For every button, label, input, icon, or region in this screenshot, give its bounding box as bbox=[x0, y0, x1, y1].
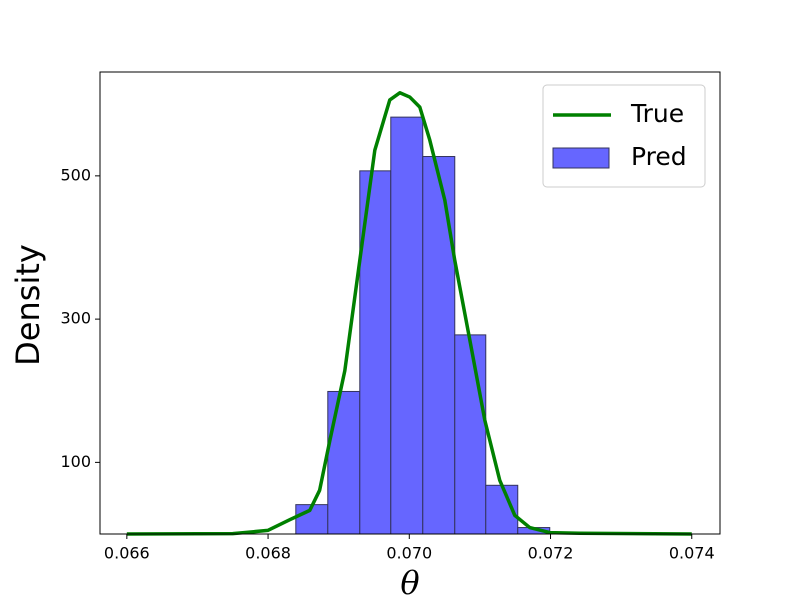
y-axis-label: Density bbox=[9, 244, 47, 366]
legend-label: Pred bbox=[631, 142, 687, 171]
x-tick-label: 0.068 bbox=[245, 544, 291, 563]
x-axis-label: θ bbox=[400, 564, 419, 600]
histogram-bar bbox=[390, 116, 424, 535]
y-tick-label: 100 bbox=[60, 452, 91, 471]
line bbox=[126, 91, 692, 536]
x-tick-label: 0.072 bbox=[528, 544, 574, 563]
legend-swatch bbox=[552, 147, 610, 169]
x-tick-label: 0.070 bbox=[386, 544, 432, 563]
histogram-bar bbox=[454, 334, 487, 535]
x-tick-label: 0.066 bbox=[104, 544, 150, 563]
legend-label: True bbox=[630, 99, 684, 128]
histogram-bar bbox=[327, 390, 361, 535]
y-tick-label: 500 bbox=[60, 165, 91, 184]
histogram-bar bbox=[422, 156, 456, 535]
y-tick-label: 300 bbox=[60, 309, 91, 328]
x-tick-label: 0.074 bbox=[669, 544, 715, 563]
axes-frame bbox=[99, 71, 721, 535]
